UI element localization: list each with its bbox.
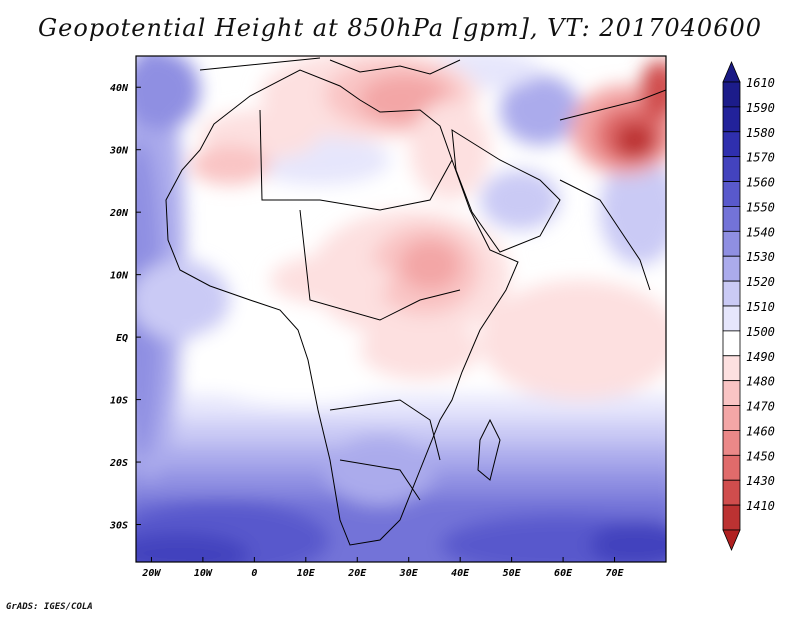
inner-border-1 [259, 109, 453, 211]
lat-tick-label: 20N [109, 208, 129, 219]
colorbar-swatch [722, 156, 741, 182]
colorbar-swatch [722, 206, 741, 232]
africa-coastline [165, 69, 519, 546]
colorbar-label: 1530 [746, 250, 775, 264]
colorbar-label: 1560 [746, 176, 775, 190]
lon-tick-label: 10W [194, 568, 213, 579]
colorbar-label: 1510 [746, 300, 775, 314]
field-egypt [410, 100, 490, 200]
lon-tick-label: 40E [451, 568, 470, 579]
arabia-outline [451, 129, 561, 253]
colorbar-label: 1610 [746, 76, 775, 90]
field-arabia-blue [480, 170, 560, 230]
lat-tick-label: 20S [109, 458, 128, 469]
field-persia-blue [500, 75, 580, 145]
colorbar-swatch [722, 255, 741, 282]
lat-tick-label: 10S [110, 396, 128, 407]
field-eq-white [180, 315, 420, 405]
lat-tick-label: EQ [116, 333, 128, 344]
inner-border-3 [329, 399, 441, 461]
lon-tick-label: 10E [297, 568, 316, 579]
geopotential-field [136, 56, 666, 562]
colorbar-label: 1430 [746, 474, 775, 488]
field-safrica [325, 435, 435, 505]
footer-credit: GrADS: IGES/COLA [6, 602, 93, 612]
field-west-3 [136, 260, 230, 340]
field-ea-3 [400, 240, 460, 290]
colorbar-swatch [722, 430, 741, 456]
field-indian-ocean [480, 280, 666, 400]
colorbar-label: 1460 [746, 424, 775, 438]
colorbar-swatch [722, 106, 741, 133]
colorbar-label: 1520 [746, 275, 775, 289]
map-title: Geopotential Height at 850hPa [gpm], VT:… [38, 14, 762, 42]
colorbar-top-arrow [722, 60, 741, 83]
field-tibet [640, 60, 666, 120]
colorbar-label: 1540 [746, 225, 775, 239]
colorbar-label: 1550 [746, 200, 775, 214]
colorbar-label: 1500 [746, 325, 775, 339]
europe-coast [199, 57, 461, 75]
colorbar-label: 1480 [746, 375, 775, 389]
lon-tick-label: 20W [141, 568, 161, 579]
field-nwafrica-2 [190, 145, 270, 185]
lat-tick-label: 30S [109, 521, 128, 532]
field-india-blue [600, 155, 666, 265]
lon-tick-label: 0 [251, 568, 257, 579]
asia-coast [559, 89, 666, 291]
colorbar-swatch [722, 380, 741, 406]
field-band-s7 [136, 533, 250, 562]
colorbar-label: 1580 [746, 126, 775, 140]
lon-tick-label: 20E [347, 568, 367, 579]
field-west-4 [136, 56, 200, 130]
inner-border-4 [339, 459, 421, 501]
colorbar-swatch [722, 504, 741, 531]
colorbar-swatch [722, 230, 741, 257]
colorbar-swatch [722, 181, 741, 207]
colorbar-label: 1590 [746, 101, 775, 115]
lon-tick-label: 70E [606, 568, 625, 579]
colorbar-bottom-arrow [722, 529, 741, 552]
colorbar-label: 1490 [746, 350, 775, 364]
colorbar-label: 1570 [746, 151, 775, 165]
field-ea-4 [270, 255, 390, 305]
colorbar-swatch [722, 81, 741, 108]
colorbar-swatch [722, 454, 741, 481]
field-pak-3 [615, 122, 655, 158]
colorbar-label: 1410 [746, 499, 775, 513]
lon-tick-label: 60E [554, 568, 573, 579]
colorbar-swatch [722, 405, 741, 431]
field-band-s9 [590, 520, 666, 562]
lat-tick-label: 30N [109, 146, 129, 157]
field-ea-5 [360, 320, 480, 380]
lon-tick-label: 50E [503, 568, 522, 579]
coastlines [165, 57, 666, 546]
colorbar-swatch [722, 305, 741, 332]
madagascar [477, 418, 501, 481]
colorbar-label: 1470 [746, 400, 775, 414]
plot-frame [135, 55, 667, 563]
lon-tick-label: 30E [399, 568, 419, 579]
colorbar: 1610 1590 1580 1570 1560 1550 1540 1530 1520 1510… [722, 60, 775, 552]
colorbar-swatch [722, 355, 741, 382]
lat-tick-label: 10N [110, 271, 129, 282]
lat-tick-label: 40N [110, 83, 129, 94]
colorbar-swatch [722, 280, 741, 307]
colorbar-label: 1450 [746, 449, 775, 463]
inner-border-2 [299, 209, 461, 321]
axis-ticks: 20W 10W 0 10E 20E 30E 40E 50E 60E 70E 40N 30N 20N 10N… [109, 83, 625, 579]
colorbar-swatch [722, 330, 741, 357]
colorbar-swatch [722, 131, 741, 158]
colorbar-swatch [722, 479, 741, 506]
